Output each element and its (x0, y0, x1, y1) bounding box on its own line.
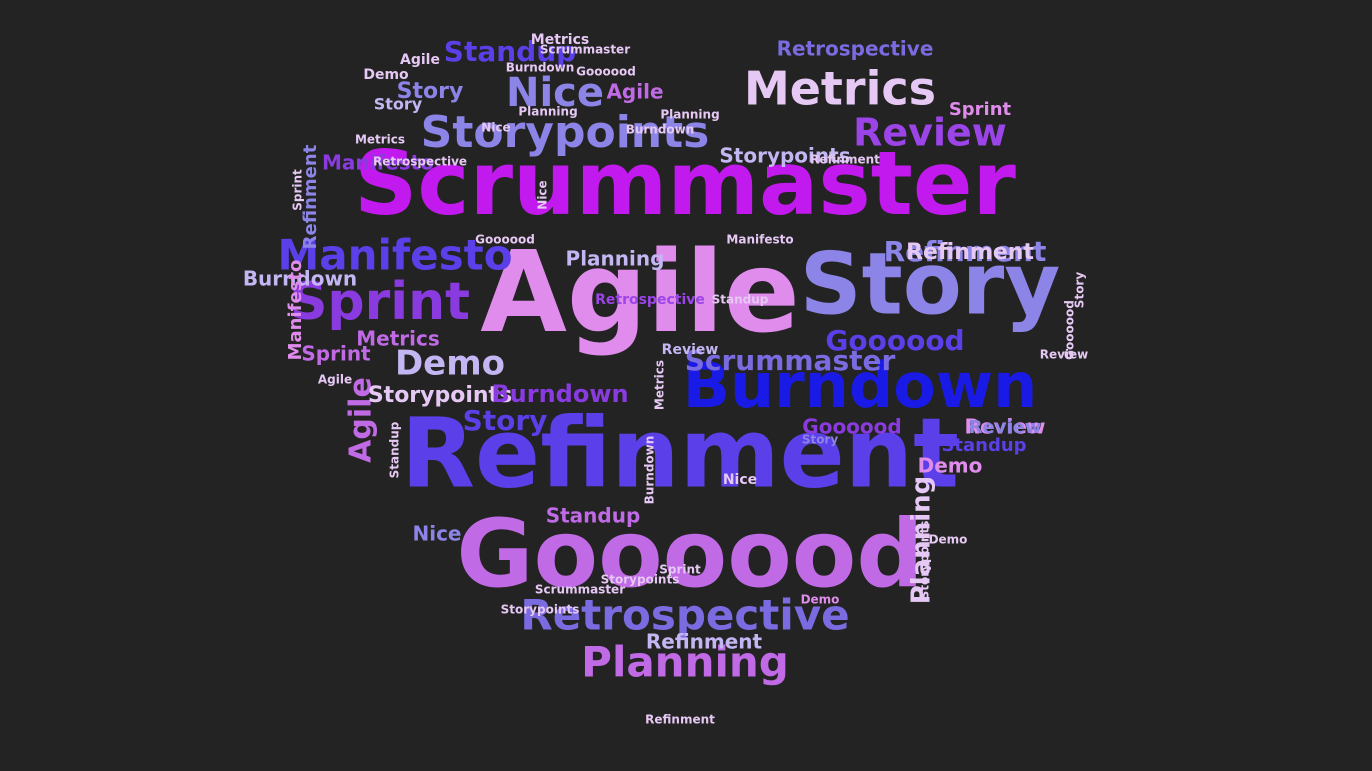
word-retrospective: Retrospective (373, 155, 467, 169)
word-refinment: Refinment (884, 235, 1047, 268)
word-demo: Demo (929, 533, 968, 547)
word-nice: Nice (536, 180, 550, 209)
word-retrospective: Retrospective (520, 591, 849, 640)
word-storypoints: Storypoints (918, 521, 932, 600)
word-story: Story (1073, 272, 1087, 309)
word-manifesto: Manifesto (285, 260, 306, 361)
word-review: Review (1040, 348, 1089, 362)
word-planning: Planning (566, 247, 665, 271)
word-burndown: Burndown (506, 61, 575, 75)
word-scrummaster: Scrummaster (540, 43, 630, 57)
word-story: Story (374, 95, 423, 114)
word-refinment: Refinment (906, 240, 1034, 265)
word-storypoints: Storypoints (601, 573, 680, 587)
word-retrospective: Retrospective (777, 37, 934, 61)
word-burndown: Burndown (683, 349, 1038, 422)
word-scrummaster: Scrummaster (354, 132, 1016, 235)
word-standup: Standup (546, 504, 641, 528)
word-manifesto: Manifesto (277, 231, 512, 280)
word-review: Review (853, 111, 1007, 155)
word-metrics: Metrics (653, 360, 667, 410)
word-demo: Demo (801, 593, 840, 607)
word-goooood: Goooood (825, 324, 964, 357)
word-metrics: Metrics (356, 327, 440, 351)
word-standup: Standup (712, 293, 769, 307)
word-sprint: Sprint (291, 169, 305, 211)
word-metrics: Metrics (531, 32, 589, 48)
word-story: Story (397, 79, 464, 104)
word-goooood: Goooood (802, 415, 901, 439)
word-agile: Agile (318, 373, 352, 387)
word-review: Review (662, 342, 719, 358)
word-nice: Nice (412, 522, 461, 546)
word-storypoints: Storypoints (368, 383, 512, 408)
word-manifesto: Manifesto (322, 151, 434, 175)
word-burndown: Burndown (626, 123, 695, 137)
word-scrummaster: Scrummaster (535, 583, 625, 597)
word-refinment: Refinment (646, 630, 763, 654)
word-review: Review (969, 417, 1042, 438)
word-standup: Standup (388, 421, 402, 478)
word-metrics: Metrics (744, 62, 936, 116)
word-burndown: Burndown (243, 267, 357, 291)
word-planning: Planning (660, 108, 719, 122)
word-demo: Demo (918, 454, 983, 478)
word-nice: Nice (723, 472, 757, 488)
word-burndown: Burndown (643, 436, 657, 505)
word-burndown: Burndown (491, 380, 628, 408)
word-scrummaster: Scrummaster (685, 344, 896, 377)
word-refinment: Refinment (645, 713, 715, 727)
word-goooood: Goooood (475, 233, 535, 247)
word-sprint: Sprint (301, 342, 371, 366)
word-refinment: Refinment (300, 144, 321, 249)
word-demo: Demo (395, 344, 505, 384)
word-refinment: Refinment (401, 397, 959, 509)
word-metrics: Metrics (355, 133, 405, 147)
word-goooood: Goooood (456, 500, 923, 609)
word-goooood: Goooood (1063, 300, 1077, 360)
word-story: Story (802, 433, 839, 447)
word-story: Story (463, 404, 548, 437)
word-agile: Agile (480, 228, 800, 358)
word-refinment: Refinment (810, 153, 880, 167)
word-standup: Standup (444, 35, 576, 68)
word-storypoints: Storypoints (719, 144, 850, 168)
word-storypoints: Storypoints (501, 603, 580, 617)
word-retrospective: Retrospective (595, 292, 705, 308)
word-agile: Agile (400, 52, 440, 68)
word-planning: Planning (907, 476, 937, 605)
word-sprint: Sprint (949, 99, 1012, 120)
word-standup: Standup (941, 435, 1026, 456)
word-manifesto: Manifesto (726, 233, 793, 247)
word-agile: Agile (606, 80, 663, 104)
word-nice: Nice (481, 121, 510, 135)
word-planning: Planning (581, 638, 789, 687)
word-planning: Planning (518, 105, 577, 119)
word-storypoints: Storypoints (421, 107, 710, 158)
word-story: Story (800, 234, 1061, 334)
word-goooood: Goooood (576, 65, 636, 79)
word-demo: Demo (363, 67, 409, 83)
word-sprint: Sprint (290, 272, 470, 332)
word-agile: Agile (344, 377, 379, 463)
word-nice: Nice (506, 70, 604, 116)
word-sprint: Sprint (659, 563, 701, 577)
word-review: Review (965, 415, 1046, 439)
